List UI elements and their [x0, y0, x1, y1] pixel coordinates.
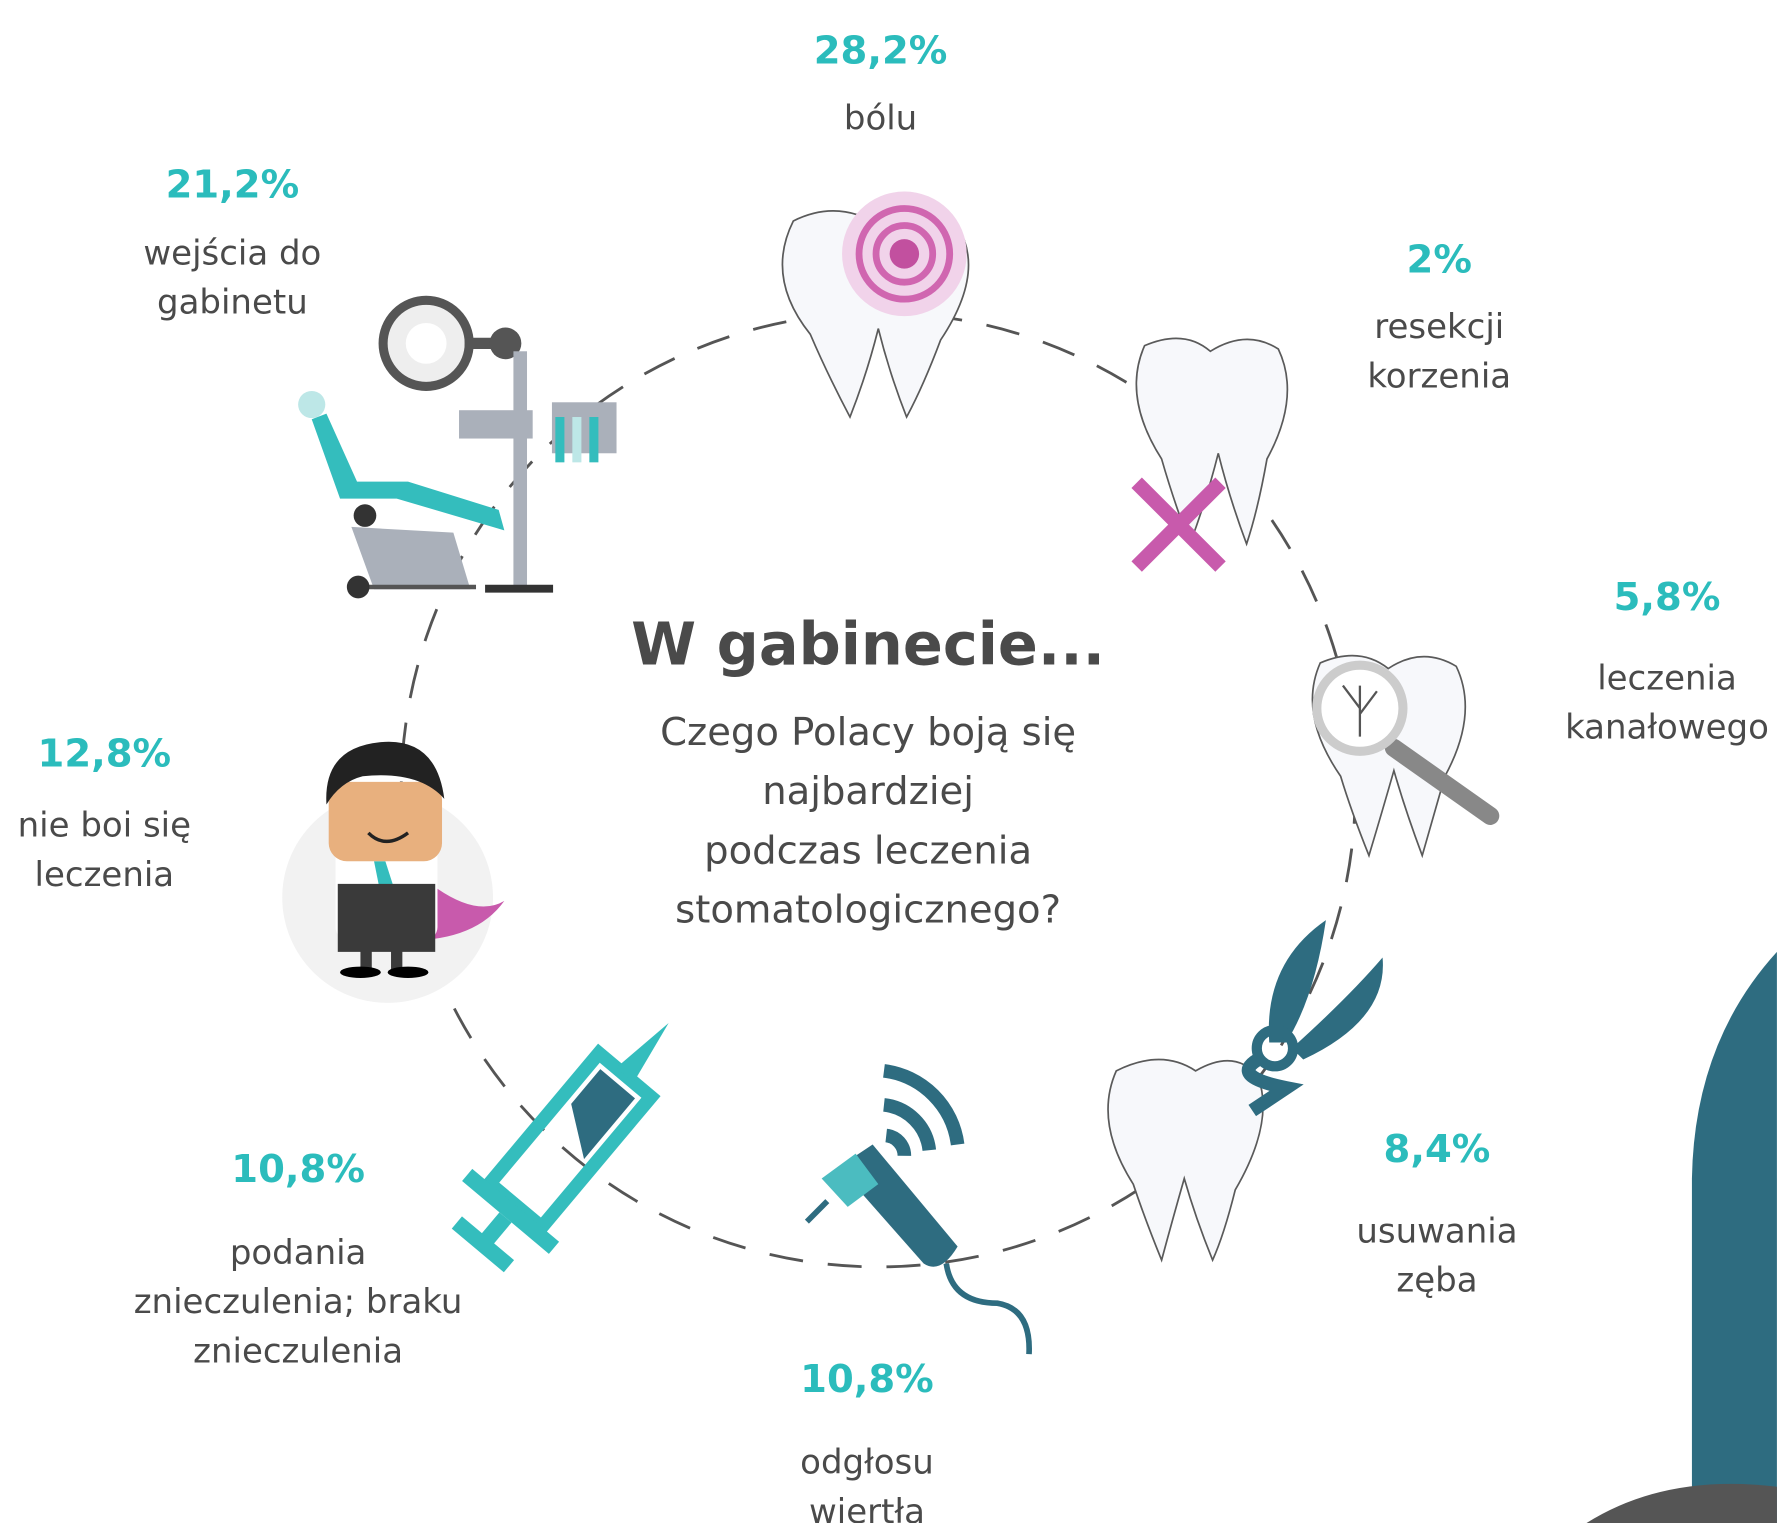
subtitle-line: Czego Polacy boją się — [660, 710, 1076, 755]
root-canal-icon — [1311, 654, 1500, 859]
label-line: nie boi się — [18, 806, 191, 846]
fear-item: 5,8% leczenia kanałowego — [1565, 575, 1769, 748]
label-line: resekcji — [1374, 307, 1504, 347]
percent: 28,2% — [814, 29, 948, 74]
fear-item: 12,8% nie boi się leczenia — [18, 731, 191, 895]
percent: 12,8% — [38, 731, 172, 776]
corner-shape — [1586, 1483, 1777, 1523]
label-line: bólu — [844, 99, 917, 139]
label-line: wiertła — [809, 1492, 925, 1523]
resection-tooth-icon — [1131, 337, 1289, 572]
percent: 21,2% — [166, 162, 300, 207]
brave-man-icon — [282, 741, 505, 1003]
label-line: zęba — [1396, 1261, 1477, 1301]
label-line: leczenia — [1597, 658, 1737, 698]
label-line: znieczulenia; braku — [134, 1282, 463, 1322]
fear-item: 10,8% odgłosu wiertła — [800, 1357, 934, 1523]
percent: 8,4% — [1384, 1127, 1491, 1172]
label-line: wejścia do — [143, 233, 321, 273]
percent: 10,8% — [231, 1147, 365, 1192]
subtitle-line: podczas leczenia — [704, 828, 1032, 873]
percent: 2% — [1407, 237, 1472, 282]
fear-item: 2% resekcji korzenia — [1367, 237, 1511, 396]
label-line: korzenia — [1367, 356, 1511, 396]
fear-item: 28,2% bólu — [814, 29, 948, 139]
label-line: gabinetu — [157, 283, 308, 323]
label-line: leczenia — [35, 855, 175, 895]
label-line: odgłosu — [800, 1443, 934, 1483]
fear-item: 10,8% podania znieczulenia; braku znieczule… — [134, 1147, 463, 1371]
syringe-icon — [451, 1022, 669, 1273]
label-line: kanałowego — [1565, 708, 1769, 748]
label-line: usuwania — [1356, 1211, 1517, 1251]
subtitle-line: stomatologicznego? — [675, 888, 1061, 933]
pain-tooth-icon — [781, 191, 970, 420]
percent: 5,8% — [1614, 575, 1721, 620]
fear-item: 21,2% wejścia do gabinetu — [143, 162, 321, 322]
items: 28,2% bólu 21,2% wejścia do gabinetu 2% resekc… — [18, 29, 1769, 1523]
label-line: podania — [230, 1233, 367, 1273]
extraction-icon — [1107, 920, 1383, 1263]
title: W gabinecie... — [631, 609, 1105, 678]
fear-item: 8,4% usuwania zęba — [1356, 1127, 1517, 1301]
drill-icon — [804, 1064, 1032, 1355]
percent: 10,8% — [800, 1357, 934, 1402]
label-line: znieczulenia — [193, 1332, 403, 1372]
subtitle-line: najbardziej — [762, 769, 974, 814]
subtitle: Czego Polacy boją się najbardziej podczas … — [660, 710, 1076, 933]
dental-chair-icon — [298, 295, 617, 599]
side-shape — [1691, 951, 1777, 1523]
